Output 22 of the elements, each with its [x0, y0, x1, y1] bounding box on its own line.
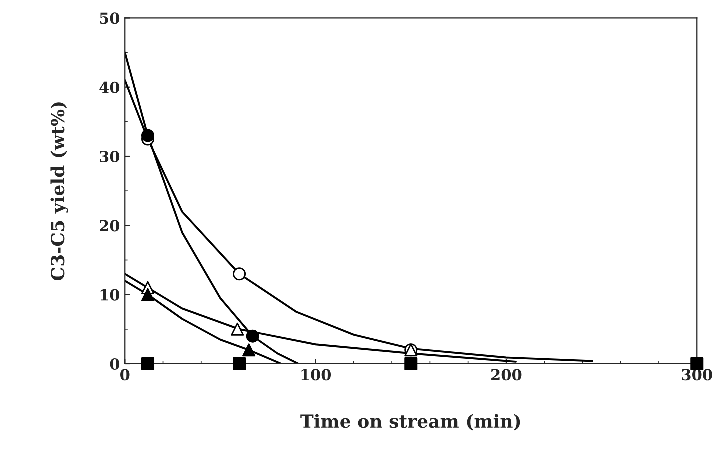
- y-tick-label: 50: [100, 12, 120, 24]
- y-tick-label: 0: [110, 358, 120, 370]
- point: [142, 129, 155, 142]
- point: [242, 344, 256, 357]
- x-tick-label: 100: [302, 369, 332, 381]
- x-tick-label: 200: [492, 369, 522, 381]
- line-series: [125, 280, 282, 364]
- x-tick-label: 300: [682, 369, 712, 381]
- point: [404, 357, 418, 371]
- y-axis-title: C3-C5 yield (wt%): [50, 102, 68, 281]
- y-tick-label: 30: [100, 150, 120, 163]
- point: [233, 268, 246, 281]
- x-tick-label: 0: [120, 369, 130, 381]
- y-tick-label: 40: [100, 82, 120, 94]
- point: [142, 357, 155, 371]
- point: [246, 330, 260, 343]
- x-axis-title: Time on stream (min): [300, 414, 520, 431]
- point: [231, 322, 244, 336]
- y-tick-label: 20: [100, 220, 120, 232]
- y-tick-label: 10: [100, 289, 120, 301]
- point: [233, 357, 246, 371]
- point: [142, 288, 155, 302]
